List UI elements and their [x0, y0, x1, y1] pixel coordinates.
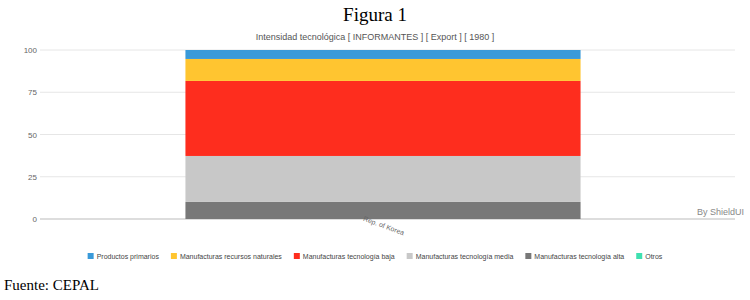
legend-swatch: [407, 253, 413, 259]
bar-segment: [185, 81, 580, 156]
bar-segment: [185, 50, 580, 59]
legend-label: Manufacturas tecnología media: [416, 253, 514, 261]
legend: Productos primarios Manufacturas recursos…: [88, 253, 663, 261]
watermark: By ShieldUI: [697, 207, 744, 217]
bars: [185, 50, 580, 219]
legend-label: Manufacturas tecnología baja: [303, 253, 395, 261]
legend-label: Manufacturas tecnología alta: [534, 253, 624, 261]
y-tick-label: 0: [33, 215, 38, 224]
legend-swatch: [171, 253, 177, 259]
legend-swatch: [636, 253, 642, 259]
chart-svg: Figura 1 Intensidad tecnológica [ INFORMA…: [0, 0, 750, 300]
bar-segment: [185, 59, 580, 81]
bar-segment: [185, 156, 580, 202]
y-tick-label: 25: [28, 173, 37, 182]
chart-root: Figura 1 Intensidad tecnológica [ INFORMA…: [0, 0, 750, 300]
title: Figura 1: [343, 4, 407, 25]
legend-swatch: [88, 253, 94, 259]
source: Fuente: CEPAL: [4, 277, 99, 293]
legend-item: Manufacturas tecnología alta: [525, 253, 624, 261]
bar-segment: [185, 202, 580, 219]
legend-swatch: [525, 253, 531, 259]
legend-item: Manufacturas tecnología media: [407, 253, 514, 261]
y-tick-label: 75: [28, 88, 37, 97]
legend-item: Productos primarios: [88, 253, 160, 261]
legend-label: Productos primarios: [97, 253, 160, 261]
legend-item: Manufacturas recursos naturales: [171, 253, 282, 260]
legend-swatch: [294, 253, 300, 259]
legend-label: Otros: [645, 253, 663, 260]
grid: [40, 50, 735, 219]
legend-item: Otros: [636, 253, 663, 260]
y-tick-label: 50: [28, 131, 37, 140]
legend-label: Manufacturas recursos naturales: [180, 253, 282, 260]
x-tick-label: Rep. of Korea: [362, 215, 405, 237]
y-tick-label: 100: [24, 46, 38, 55]
subtitle: Intensidad tecnológica [ INFORMANTES ] […: [256, 32, 495, 42]
legend-item: Manufacturas tecnología baja: [294, 253, 395, 261]
